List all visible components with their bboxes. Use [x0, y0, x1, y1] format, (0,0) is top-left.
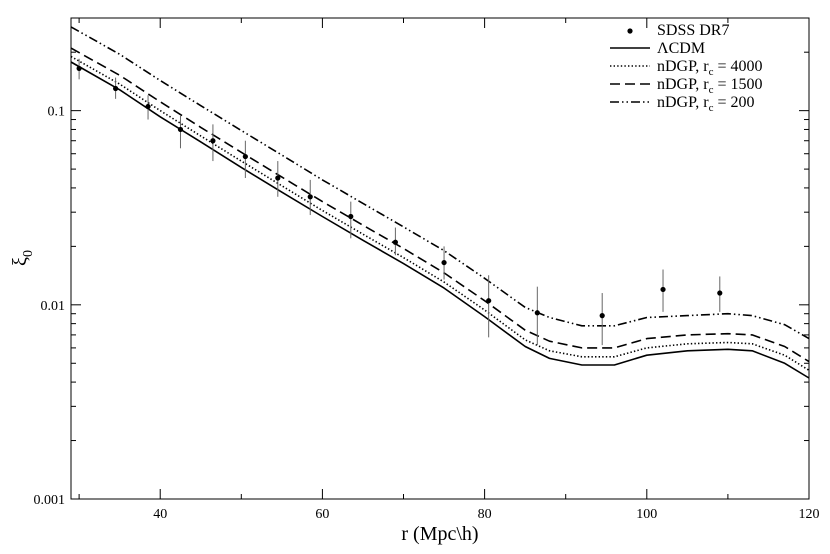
data-point — [242, 153, 248, 160]
x-axis-title: r (Mpc\h) — [401, 523, 478, 545]
legend-label-suffix: = 1500 — [713, 76, 762, 93]
x-tick-label: 120 — [799, 507, 820, 522]
y-tick-label: 0.001 — [34, 493, 66, 508]
svg-text:ξ0: ξ0 — [9, 250, 36, 266]
legend-label-sub: c — [709, 84, 714, 96]
legend-label-sub: c — [709, 102, 714, 114]
data-point — [534, 310, 540, 316]
legend-label-series: nDGP, rc = 4000 — [657, 58, 762, 78]
data-point — [717, 290, 723, 296]
series-lines — [70, 26, 810, 379]
y-tick-label: 0.01 — [41, 299, 66, 314]
legend-label-series: nDGP, rc = 200 — [657, 94, 754, 114]
data-point — [210, 138, 216, 144]
y-axis-title-main: ξ — [9, 257, 31, 266]
legend-marker-points — [627, 28, 633, 34]
legend-label-series: nDGP, rc = 1500 — [657, 76, 762, 96]
data-point — [275, 175, 281, 181]
data-point — [307, 194, 313, 200]
plot-frame — [70, 17, 810, 500]
legend-label-main: nDGP, r — [657, 76, 709, 93]
y-axis-title: ξ0 — [9, 250, 36, 266]
data-point — [177, 126, 184, 133]
y-axis: 0.001 0.01 0.1 — [34, 51, 809, 508]
legend-label-sub: c — [709, 66, 714, 78]
data-point — [660, 286, 666, 293]
legend-label-series: ΛCDM — [657, 40, 705, 57]
x-axis: 40 60 80 100 120 — [78, 18, 820, 522]
legend-label-points: SDSS DR7 — [657, 22, 729, 39]
data-point — [348, 213, 354, 220]
series-line-dashed — [70, 47, 810, 363]
data-point — [76, 65, 82, 72]
data-point — [599, 313, 605, 319]
x-tick-label: 80 — [478, 507, 492, 522]
x-tick-label: 60 — [315, 507, 329, 522]
series-line-solid — [70, 61, 810, 379]
data-point — [441, 259, 447, 266]
data-point — [145, 103, 151, 110]
x-tick-label: 100 — [636, 507, 657, 522]
legend-label-main: nDGP, r — [657, 94, 709, 111]
series-line-dashdotdot — [70, 26, 810, 340]
data-points — [76, 58, 723, 346]
legend-label-suffix: = 200 — [713, 94, 754, 111]
y-axis-title-sub: 0 — [21, 250, 36, 257]
x-tick-label: 40 — [153, 507, 167, 522]
data-point — [392, 239, 398, 245]
legend-label-main: nDGP, r — [657, 58, 709, 75]
legend-label-main: ΛCDM — [657, 40, 705, 57]
data-point — [113, 85, 119, 92]
y-tick-label: 0.1 — [48, 105, 66, 120]
data-point — [486, 298, 492, 304]
legend-label-suffix: = 4000 — [713, 58, 762, 75]
